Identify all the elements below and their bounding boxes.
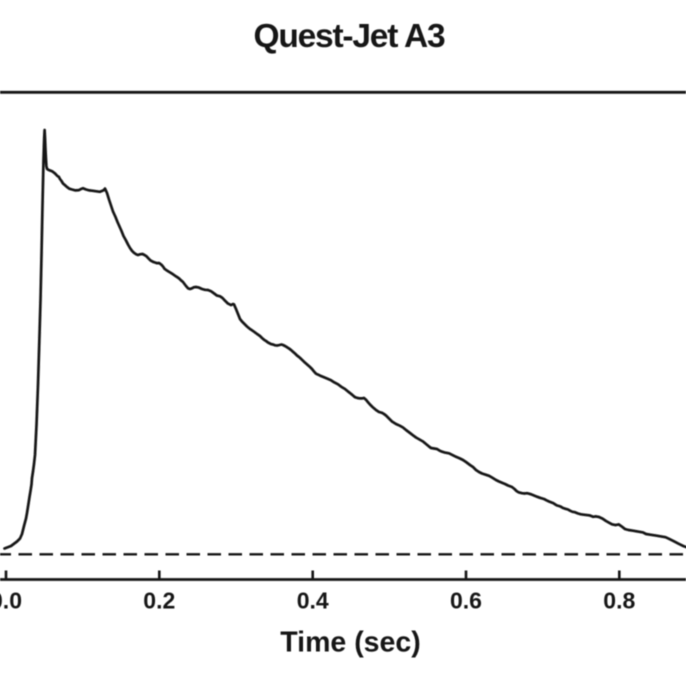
svg-text:0.8: 0.8 <box>603 588 635 614</box>
svg-text:0.6: 0.6 <box>450 588 482 614</box>
svg-text:Quest-Jet A3: Quest-Jet A3 <box>253 18 445 55</box>
svg-text:0.4: 0.4 <box>297 588 329 614</box>
svg-text:Time (sec): Time (sec) <box>280 626 420 658</box>
svg-text:0.0: 0.0 <box>0 588 22 614</box>
svg-text:0.2: 0.2 <box>143 588 175 614</box>
